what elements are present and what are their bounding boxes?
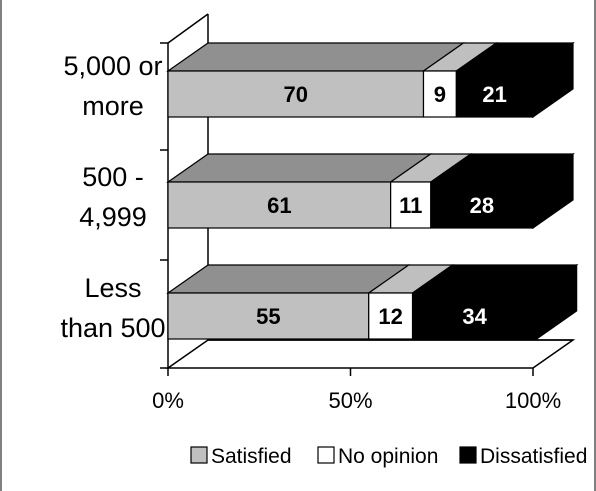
category-label: than 500: [60, 313, 165, 343]
data-label-no-opinion: 12: [378, 304, 402, 329]
legend-swatch-dissatisfied: [459, 446, 477, 464]
bar-dissatisfied: [411, 292, 538, 340]
x-tick-label: 100%: [505, 388, 561, 413]
bar-no-opinion: [368, 292, 414, 340]
chart-floor: [165, 339, 576, 369]
category-label: more: [82, 91, 144, 121]
data-label-dissatisfied: 28: [470, 193, 494, 218]
bar-dissatisfied: [430, 181, 534, 229]
data-label-no-opinion: 9: [434, 82, 446, 107]
legend-label-no-opinion: No opinion: [338, 445, 438, 468]
category-label: 500 -: [82, 162, 144, 192]
bar-top-satisfied: [166, 264, 411, 294]
legend-label-satisfied: Satisfied: [211, 445, 292, 468]
x-tick-label: 50%: [328, 388, 372, 413]
bar-no-opinion: [390, 181, 432, 229]
category-label: 5,000 or: [63, 51, 162, 81]
category-label: 4,999: [79, 202, 147, 232]
bar-satisfied: [167, 70, 425, 118]
bar-satisfied: [167, 292, 370, 340]
data-label-satisfied: 55: [256, 304, 280, 329]
data-label-dissatisfied: 21: [482, 82, 506, 107]
data-label-no-opinion: 11: [399, 193, 422, 218]
bar-no-opinion: [422, 70, 457, 118]
x-tick-label: 0%: [152, 388, 184, 413]
legend-label-dissatisfied: Dissatisfied: [480, 445, 587, 468]
category-label: Less: [84, 273, 141, 303]
bar-dissatisfied: [455, 70, 534, 118]
bar-top-satisfied: [166, 153, 433, 183]
bar-satisfied: [167, 181, 392, 229]
data-label-dissatisfied: 34: [462, 304, 487, 329]
data-label-satisfied: 70: [284, 82, 308, 107]
y-axis-top-edge: [167, 13, 209, 44]
legend-swatch-satisfied: [190, 446, 208, 464]
bar-top-satisfied: [166, 42, 466, 72]
data-label-satisfied: 61: [267, 193, 291, 218]
legend-swatch-no-opinion: [317, 446, 335, 464]
